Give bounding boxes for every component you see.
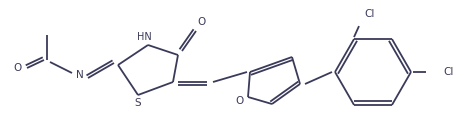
Text: O: O [14,63,22,73]
Text: N: N [76,70,84,80]
Text: Cl: Cl [363,9,374,19]
Text: S: S [134,98,141,108]
Text: O: O [235,96,244,106]
Text: HN: HN [136,32,151,42]
Text: Cl: Cl [442,67,452,77]
Text: O: O [198,17,206,27]
